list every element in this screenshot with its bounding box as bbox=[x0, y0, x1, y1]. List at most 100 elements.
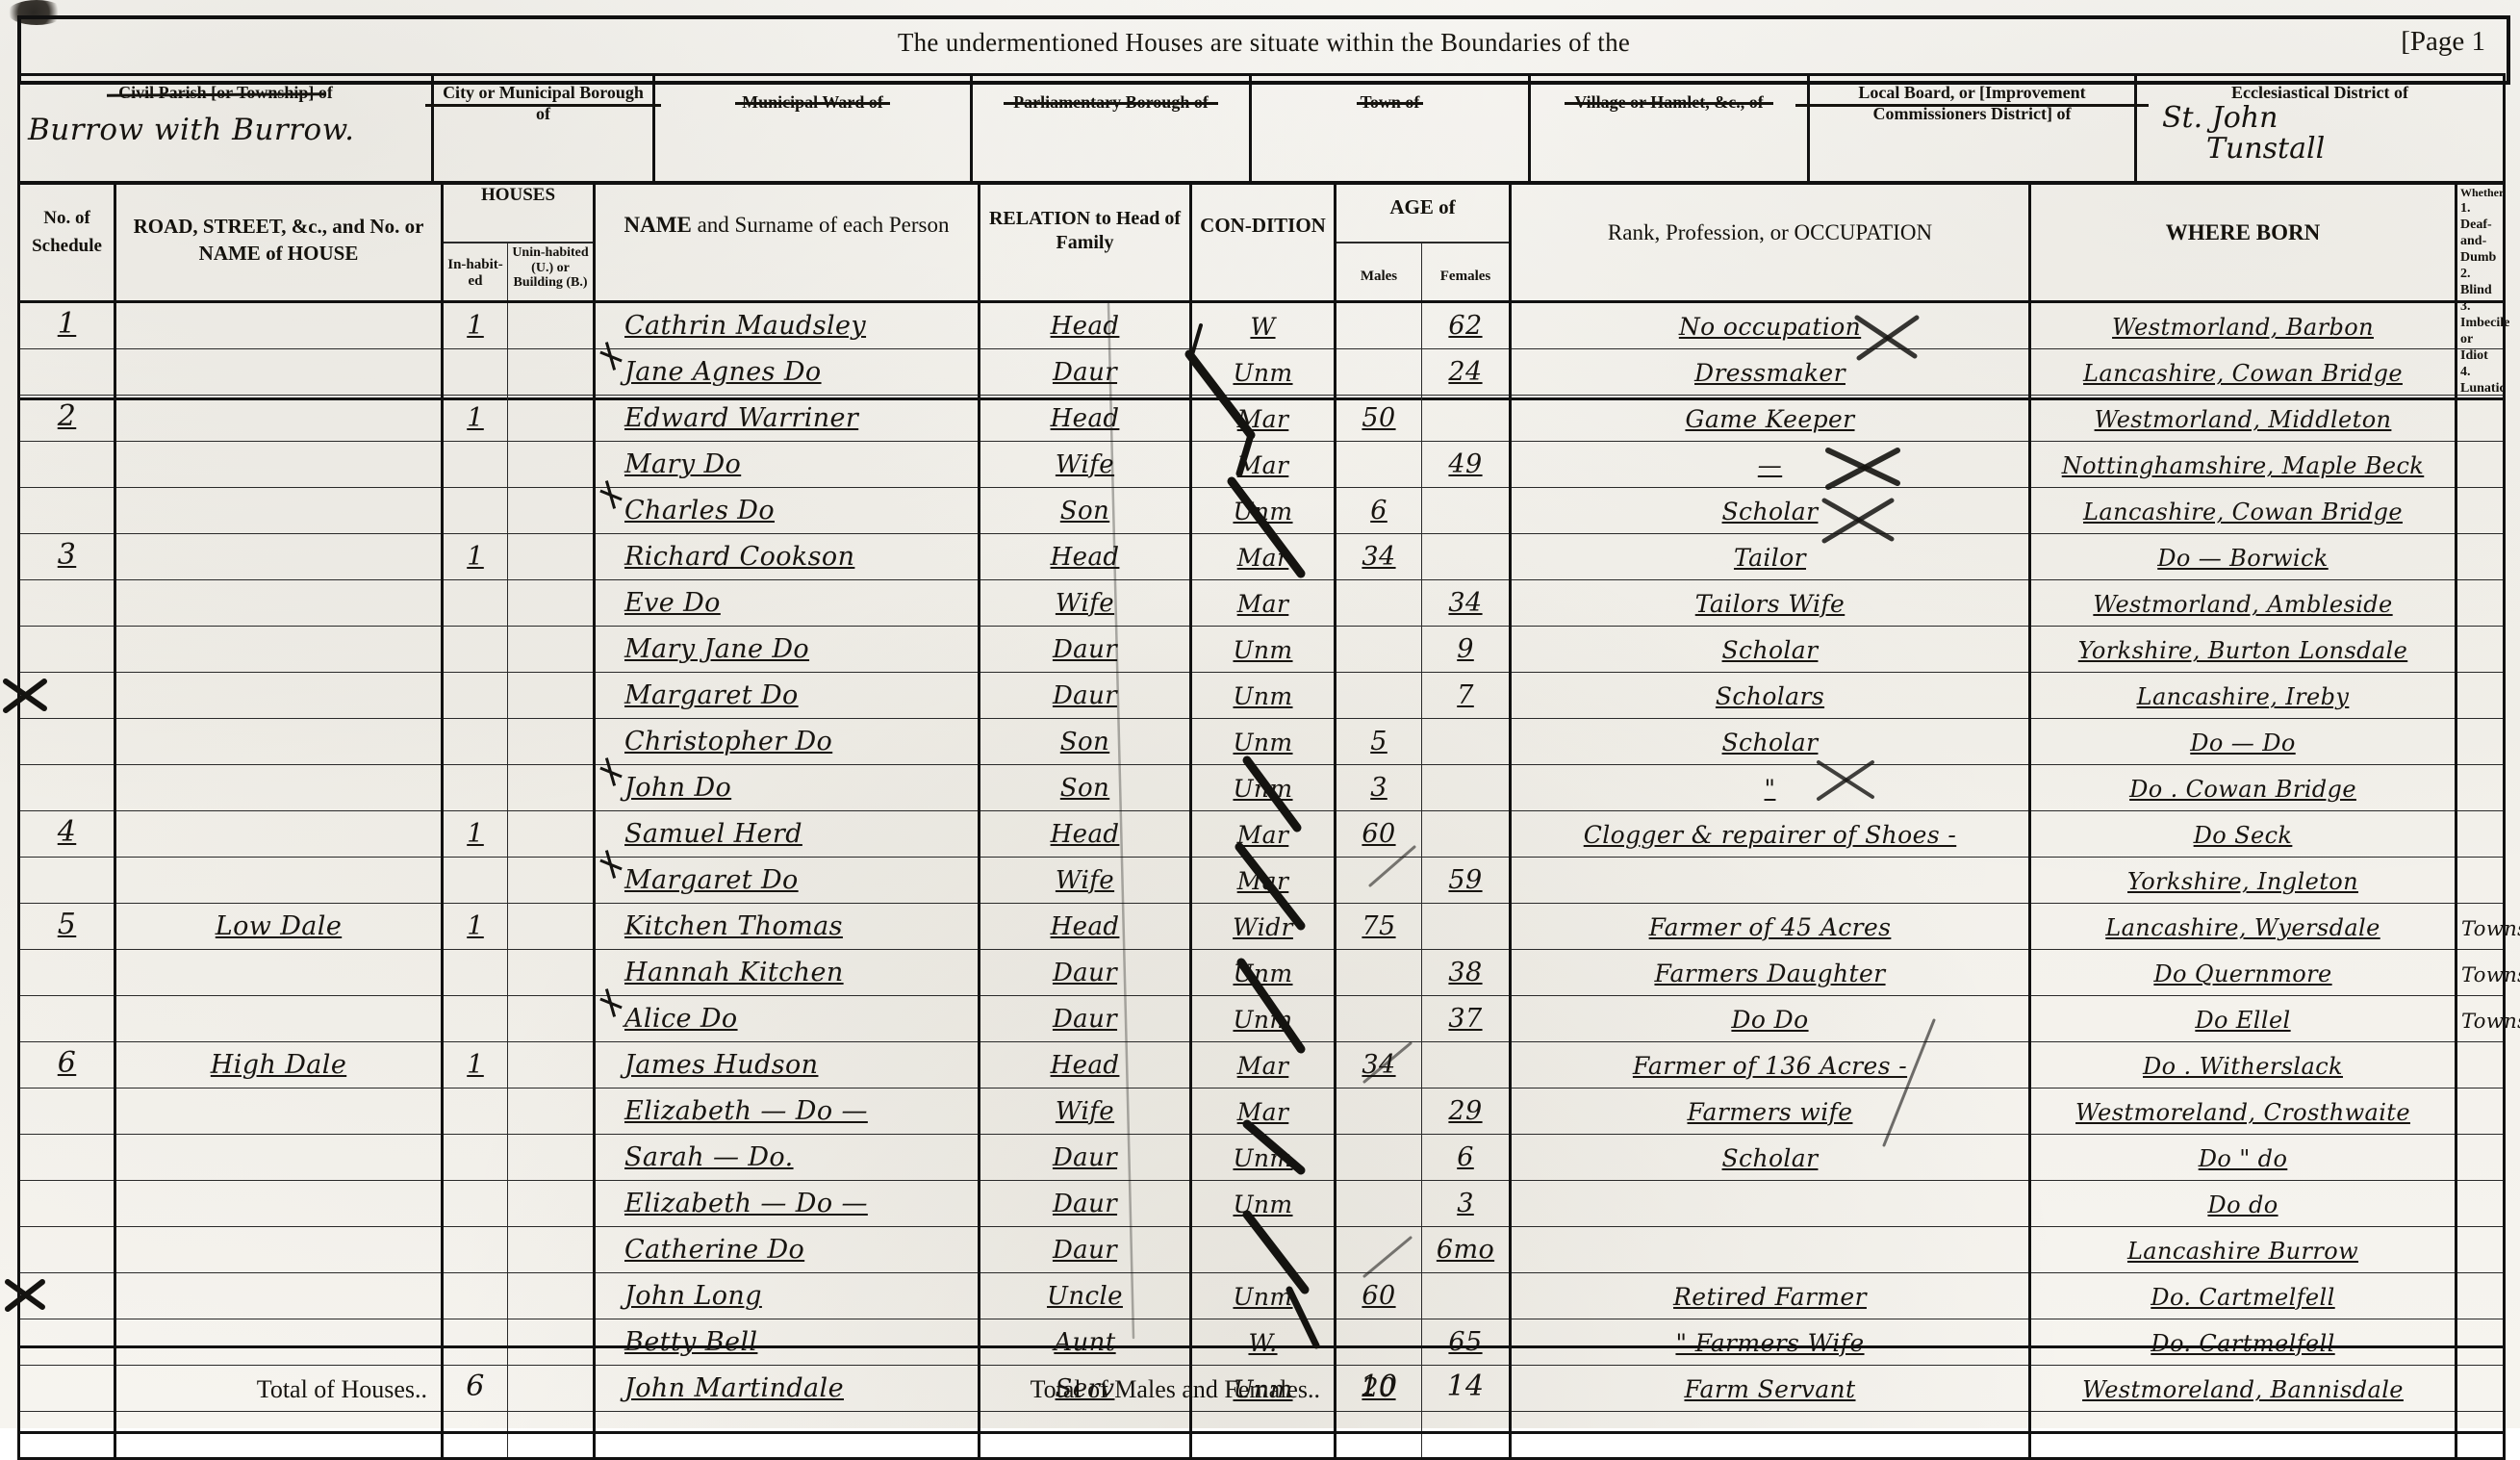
cell-inhabited bbox=[442, 1134, 508, 1181]
cell-whether bbox=[2456, 626, 2505, 673]
table-row: Elizabeth — Do — Wife Mar 29 Farmers wife Wes… bbox=[18, 1088, 2505, 1135]
cell-age-male-value: 34 bbox=[1336, 534, 1421, 572]
cell-age-male bbox=[1335, 348, 1422, 396]
table-row: Betty Bell Aunt W. 65 " Farmers Wife Do. Cart… bbox=[18, 1319, 2505, 1366]
place-col-municipal-ward: Municipal Ward of bbox=[653, 74, 973, 184]
cell-inhabited bbox=[442, 672, 508, 719]
cell-age-female: 38 bbox=[1421, 949, 1512, 996]
cell-uninhabited-value bbox=[508, 673, 593, 680]
cell-relation-text: Daur bbox=[1052, 358, 1118, 387]
cell-uninhabited-value bbox=[508, 811, 593, 819]
cell-age-male-text: 34 bbox=[1362, 542, 1396, 572]
cell-age-female-text: 29 bbox=[1448, 1096, 1483, 1126]
cell-schedule bbox=[18, 949, 116, 996]
cell-occupation-value: Retired Farmer bbox=[1512, 1273, 2028, 1311]
cell-name-value: Christopher Do bbox=[596, 719, 978, 756]
table-row: Mary Do Wife Mar 49 — Nottinghamshire, Maple … bbox=[18, 441, 2505, 488]
cell-where-born-value: Nottinghamshire, Maple Beck bbox=[2031, 442, 2455, 479]
cell-schedule-value bbox=[20, 349, 114, 353]
totals-persons-label-cell: Total of Males and Females.. bbox=[594, 1346, 1337, 1433]
cell-inhabited bbox=[442, 487, 508, 534]
cell-where-born-value: Do. Cartmelfell bbox=[2031, 1273, 2455, 1311]
table-row: Charles Do Son Unm 6 Scholar Lancashire, Cowa… bbox=[18, 487, 2505, 534]
cell-name-value: Margaret Do bbox=[596, 673, 978, 710]
cell-relation: Head bbox=[979, 1041, 1192, 1089]
cell-where-born-text: Do — Do bbox=[2190, 730, 2296, 756]
cell-where-born: Nottinghamshire, Maple Beck bbox=[2029, 441, 2457, 488]
cell-name-text: John Long bbox=[624, 1281, 762, 1311]
cell-relation-value: Daur bbox=[980, 996, 1189, 1034]
cell-uninhabited-value bbox=[508, 1135, 593, 1142]
totals-females-value-cell: 14 bbox=[1421, 1346, 1513, 1433]
place-col-village-hamlet: Village or Hamlet, &c., of bbox=[1529, 74, 1810, 184]
cell-name: Alice Do bbox=[594, 995, 980, 1042]
cell-inhabited-value bbox=[444, 1273, 507, 1281]
cell-name: Margaret Do bbox=[594, 672, 980, 719]
cell-name: Eve Do bbox=[594, 579, 980, 627]
cell-age-female-value: 49 bbox=[1422, 442, 1509, 479]
cell-name: Mary Jane Do bbox=[594, 626, 980, 673]
cell-relation-text: Son bbox=[1059, 774, 1110, 803]
civil-parish-value: Burrow with Burrow. bbox=[28, 112, 355, 147]
table-row: Elizabeth — Do — Daur Unm 3 Do do bbox=[18, 1180, 2505, 1227]
cell-relation-value: Daur bbox=[980, 627, 1189, 664]
cell-age-female-value: 37 bbox=[1422, 996, 1509, 1034]
cell-schedule-text: 4 bbox=[57, 815, 77, 849]
cell-age-male-value: 60 bbox=[1336, 811, 1421, 849]
municipal-ward-label: Municipal Ward of bbox=[655, 76, 970, 113]
header-age-males-label: Males bbox=[1360, 269, 1398, 284]
cell-name-value: Jane Agnes Do bbox=[596, 349, 978, 387]
cell-age-male bbox=[1335, 995, 1422, 1042]
cell-schedule-value: 2 bbox=[20, 396, 114, 433]
table-row: Catherine Do Daur 6mo Lancashire Burrow bbox=[18, 1226, 2505, 1273]
cell-condition-text: Unm bbox=[1233, 1283, 1293, 1311]
place-col-town: Town of bbox=[1250, 74, 1531, 184]
cell-whether-value bbox=[2457, 673, 2503, 686]
cell-uninhabited bbox=[507, 810, 596, 858]
cell-uninhabited bbox=[507, 718, 596, 765]
cell-name: John Do bbox=[594, 764, 980, 811]
cell-age-male-value bbox=[1336, 1181, 1421, 1189]
cell-relation: Wife bbox=[979, 579, 1192, 627]
cell-condition-value: Mar bbox=[1192, 858, 1334, 895]
cell-occupation-value: " bbox=[1512, 765, 2028, 803]
cell-occupation-text: Scholar bbox=[1721, 498, 1819, 525]
cell-occupation: Farmers wife bbox=[1510, 1088, 2031, 1135]
cell-schedule: 4 bbox=[18, 810, 116, 858]
cell-age-female: 62 bbox=[1421, 301, 1512, 349]
cell-road bbox=[115, 949, 444, 996]
cell-inhabited-value: 1 bbox=[444, 534, 507, 572]
cell-age-female: 9 bbox=[1421, 626, 1512, 673]
cell-age-female-text: 9 bbox=[1457, 634, 1474, 664]
cell-name-text: Sarah — Do. bbox=[624, 1142, 794, 1172]
cell-name: Mary Do bbox=[594, 441, 980, 488]
cell-condition-text: Unm bbox=[1233, 729, 1293, 756]
cell-name-text: Eve Do bbox=[624, 588, 721, 618]
cell-uninhabited-value bbox=[508, 1181, 593, 1189]
cell-age-male bbox=[1335, 1180, 1422, 1227]
cell-road-value bbox=[116, 858, 441, 865]
cell-name-value: Mary Jane Do bbox=[596, 627, 978, 664]
cell-uninhabited bbox=[507, 1134, 596, 1181]
cell-occupation: Farmers Daughter bbox=[1510, 949, 2031, 996]
cell-name: Kitchen Thomas bbox=[594, 903, 980, 950]
cell-condition: Mar bbox=[1190, 857, 1336, 904]
cell-road-value bbox=[116, 950, 441, 958]
cell-age-male-value bbox=[1336, 303, 1421, 311]
cell-uninhabited bbox=[507, 301, 596, 349]
cell-inhabited-value bbox=[444, 627, 507, 634]
cell-relation-text: Daur bbox=[1052, 635, 1118, 664]
cell-occupation-text: " bbox=[1764, 775, 1776, 803]
cell-inhabited bbox=[442, 1226, 508, 1273]
cell-age-female-text: 24 bbox=[1448, 357, 1483, 387]
place-header-table: Civil Parish [or Township] of Burrow wit… bbox=[17, 73, 2506, 185]
cell-inhabited bbox=[442, 579, 508, 627]
header-uninhabited-label: Unin-habited (U.) or Building (B.) bbox=[512, 245, 589, 291]
cell-uninhabited-value bbox=[508, 719, 593, 727]
ecclesiastical-district-value: St. John Tunstall bbox=[2137, 102, 2503, 166]
cell-road bbox=[115, 533, 444, 580]
cell-whether-value: Township bbox=[2457, 950, 2520, 986]
cell-condition-value: Mar bbox=[1192, 396, 1334, 433]
cell-uninhabited-value bbox=[508, 303, 593, 311]
cell-schedule-value: 1 bbox=[20, 303, 114, 341]
